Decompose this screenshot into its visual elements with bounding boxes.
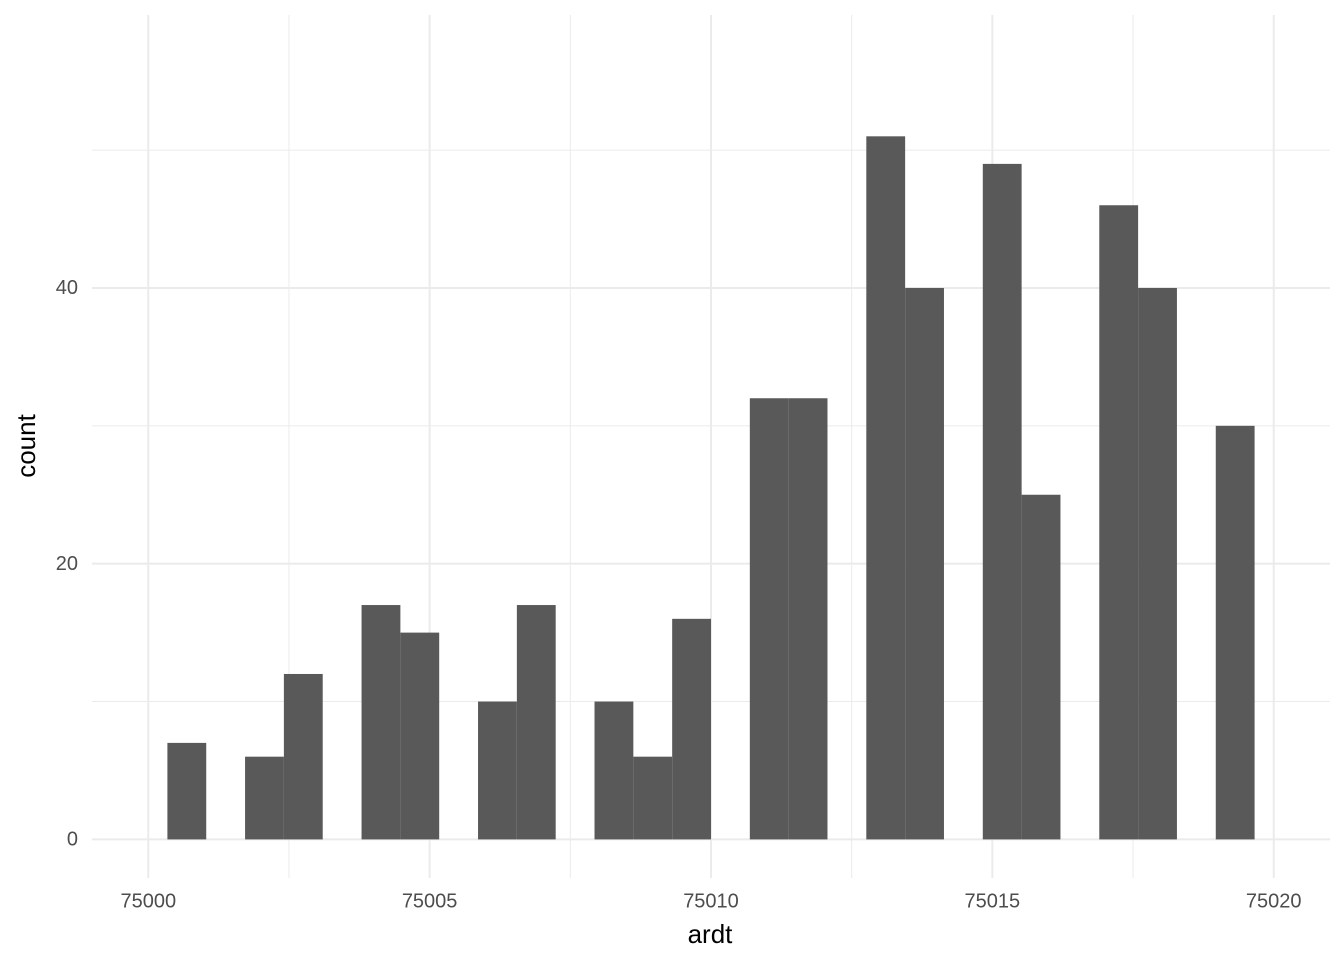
bar bbox=[594, 701, 634, 840]
bar bbox=[749, 398, 789, 840]
x-tick-label: 75020 bbox=[1246, 890, 1302, 912]
x-tick-label: 75000 bbox=[120, 890, 176, 912]
bar bbox=[1138, 287, 1177, 840]
bar bbox=[982, 163, 1022, 840]
bar bbox=[400, 632, 440, 840]
bar bbox=[478, 701, 517, 840]
bar bbox=[905, 287, 944, 840]
bar bbox=[866, 136, 906, 840]
bar bbox=[1099, 205, 1139, 840]
y-tick-label: 40 bbox=[56, 277, 78, 299]
y-axis-title: count bbox=[11, 413, 41, 477]
bar bbox=[245, 756, 284, 840]
x-tick-label: 75010 bbox=[683, 890, 739, 912]
y-tick-label: 0 bbox=[67, 829, 78, 851]
x-tick-label: 75015 bbox=[965, 890, 1021, 912]
bar bbox=[1021, 494, 1061, 840]
bar bbox=[1215, 425, 1255, 840]
bar bbox=[633, 756, 673, 840]
y-tick-label: 20 bbox=[56, 553, 78, 575]
bar bbox=[516, 605, 556, 840]
bar bbox=[672, 618, 711, 840]
x-tick-label: 75005 bbox=[402, 890, 458, 912]
bar bbox=[788, 398, 828, 840]
bar bbox=[283, 673, 323, 840]
x-axis-title: ardt bbox=[688, 919, 734, 949]
bar bbox=[361, 605, 401, 840]
bar bbox=[167, 742, 207, 840]
